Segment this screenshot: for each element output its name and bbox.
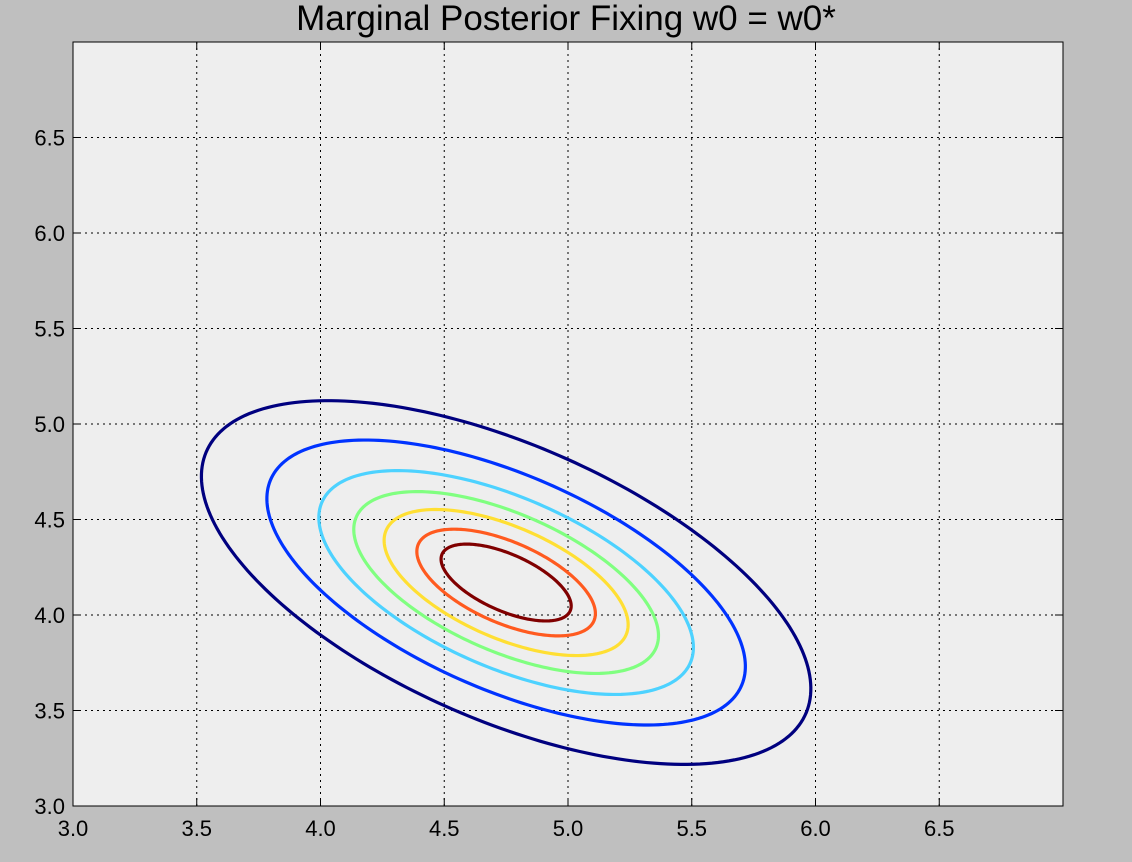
chart-title: Marginal Posterior Fixing w0 = w0*: [296, 0, 836, 38]
grid: [73, 42, 1063, 806]
y-tick-label: 4.0: [34, 603, 65, 628]
y-tick-label: 5.5: [34, 317, 65, 342]
ticks: [72, 42, 1063, 807]
x-tick-label: 4.0: [305, 816, 336, 841]
x-tick-label: 5.0: [553, 816, 584, 841]
y-tick-label: 5.0: [34, 412, 65, 437]
x-tick-label: 5.5: [676, 816, 707, 841]
x-tick-label: 6.0: [800, 816, 831, 841]
contour-level-4: [352, 489, 661, 676]
y-tick-label: 6.5: [34, 126, 65, 151]
x-tick-label: 4.5: [429, 816, 460, 841]
contour-level-1: [199, 399, 813, 766]
contour-lines: [199, 399, 813, 766]
x-tick-label: 6.5: [924, 816, 955, 841]
contour-level-3: [317, 468, 695, 697]
contour-level-6: [415, 527, 597, 638]
y-tick-labels: 3.0 3.5 4.0 4.5 5.0 5.5 6.0 6.5: [34, 126, 65, 820]
contour-level-5: [382, 507, 630, 658]
contour-level-2: [265, 438, 747, 727]
y-tick-label: 3.0: [34, 794, 65, 819]
x-tick-label: 3.5: [181, 816, 212, 841]
y-tick-label: 4.5: [34, 508, 65, 533]
y-tick-label: 3.5: [34, 699, 65, 724]
x-tick-labels: 3.0 3.5 4.0 4.5 5.0 5.5 6.0 6.5: [58, 816, 955, 841]
contour-level-7: [439, 542, 573, 623]
x-tick-label: 3.0: [58, 816, 89, 841]
y-tick-label: 6.0: [34, 221, 65, 246]
